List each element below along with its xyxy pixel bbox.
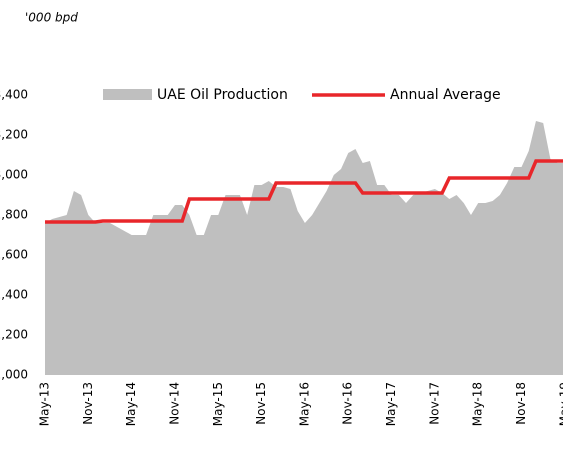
x-tick-label: Nov-18 xyxy=(514,382,528,425)
legend-label: UAE Oil Production xyxy=(157,87,288,103)
x-tick-label: May-19 xyxy=(557,382,563,426)
legend-label: Annual Average xyxy=(390,87,501,103)
x-tick-label: Nov-16 xyxy=(341,382,355,425)
x-tick-label: Nov-17 xyxy=(427,382,441,425)
legend-swatch xyxy=(103,89,152,100)
subtitle: '000 bpd xyxy=(25,11,78,25)
production-area xyxy=(45,121,563,375)
x-tick-label: Nov-13 xyxy=(81,382,95,425)
x-tick-label: Nov-15 xyxy=(254,382,268,425)
average-line xyxy=(45,159,563,224)
x-tick-label: May-17 xyxy=(384,382,398,426)
x-tick-label: May-14 xyxy=(124,382,138,426)
y-tick-label: 2,400 xyxy=(0,288,28,302)
x-tick-label: May-13 xyxy=(38,382,52,426)
x-tick-label: May-18 xyxy=(471,382,485,426)
y-tick-label: 3,000 xyxy=(0,168,28,182)
x-tick-label: May-16 xyxy=(297,382,311,426)
y-tick-label: 3,400 xyxy=(0,88,28,102)
y-tick-label: 2,800 xyxy=(0,208,28,222)
x-tick-label: Nov-14 xyxy=(167,382,181,425)
y-tick-label: 2,600 xyxy=(0,248,28,262)
y-tick-label: 2,000 xyxy=(0,368,28,382)
y-tick-label: 3,200 xyxy=(0,128,28,142)
y-tick-label: 2,200 xyxy=(0,328,28,342)
x-tick-label: May-15 xyxy=(211,382,225,426)
